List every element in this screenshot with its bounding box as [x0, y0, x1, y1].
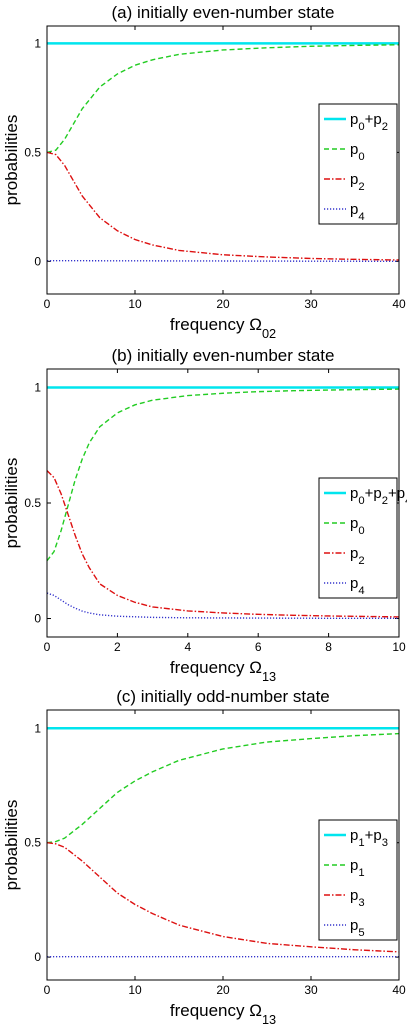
y-tick-label: 0.5	[24, 496, 41, 510]
x-tick-label: 10	[128, 297, 142, 311]
y-tick-label: 0	[34, 950, 41, 964]
x-tick-label: 0	[44, 297, 51, 311]
x-tick-label: 0	[44, 640, 51, 654]
legend-box	[318, 819, 398, 941]
series-line-4	[46, 592, 399, 619]
legend-entry: p2	[350, 171, 365, 193]
legend-entry: p5	[350, 917, 365, 939]
legend-entry: p0	[350, 141, 365, 163]
legend-entry: p1	[350, 857, 365, 879]
x-tick-label: 2	[114, 640, 121, 654]
legend-entry: p4	[350, 575, 365, 597]
chart-title: (c) initially odd-number state	[116, 687, 330, 706]
x-tick-label: 4	[184, 640, 191, 654]
legend-box	[318, 103, 398, 225]
y-axis-label: probabilities	[2, 458, 21, 549]
x-tick-label: 0	[44, 983, 51, 997]
x-tick-label: 6	[255, 640, 262, 654]
legend-entry: p2	[350, 545, 365, 567]
x-axis-label: frequency Ω13	[170, 1001, 276, 1027]
series-line-2	[46, 732, 400, 844]
y-axis-label: probabilities	[2, 800, 21, 891]
y-axis-label: probabilities	[2, 115, 21, 206]
x-tick-label: 20	[216, 983, 230, 997]
x-tick-label: 20	[216, 297, 230, 311]
series-line-3	[46, 842, 400, 953]
series-line-2	[46, 44, 400, 154]
x-axis-label: frequency Ω02	[170, 315, 276, 341]
y-tick-label: 0.5	[24, 145, 41, 159]
y-tick-label: 1	[34, 36, 41, 50]
y-tick-label: 1	[34, 380, 41, 394]
series-line-3	[46, 470, 400, 618]
x-tick-label: 40	[392, 297, 406, 311]
x-tick-label: 40	[392, 983, 406, 997]
x-tick-label: 30	[304, 297, 318, 311]
legend-entry: p0+p2+p4	[350, 485, 407, 507]
legend-entry: p1+p3	[350, 827, 388, 849]
legend: p0+p2+p4 p0 p2 p4	[318, 477, 407, 599]
series-line-3	[46, 151, 400, 261]
plot-frame	[46, 709, 400, 981]
plot-frame	[46, 25, 400, 295]
y-tick-label: 0	[34, 612, 41, 626]
chart-title: (a) initially even-number state	[112, 3, 335, 22]
x-tick-label: 10	[392, 640, 406, 654]
x-tick-label: 10	[128, 983, 142, 997]
legend-entry: p0+p2	[350, 111, 388, 133]
series-line-4	[46, 259, 400, 263]
x-tick-label: 30	[304, 983, 318, 997]
series-line-2	[46, 388, 400, 562]
y-tick-label: 0	[34, 254, 41, 268]
y-tick-label: 1	[34, 721, 41, 735]
y-tick-label: 0.5	[24, 836, 41, 850]
x-axis-label: frequency Ω13	[170, 658, 276, 684]
plot-frame	[46, 368, 400, 638]
legend: p1+p3 p1 p3 p5	[318, 819, 398, 941]
chart-title: (b) initially even-number state	[112, 346, 335, 365]
legend-entry: p3	[350, 887, 365, 909]
chart-panel-2: (b) initially even-number state 0 2 4 6 8 10 0 0…	[2, 346, 407, 684]
legend-entry: p0	[350, 515, 365, 537]
legend-box	[318, 477, 398, 599]
legend-entry: p4	[350, 201, 365, 223]
x-tick-label: 8	[325, 640, 332, 654]
legend: p0+p2 p0 p2 p4	[318, 103, 398, 225]
